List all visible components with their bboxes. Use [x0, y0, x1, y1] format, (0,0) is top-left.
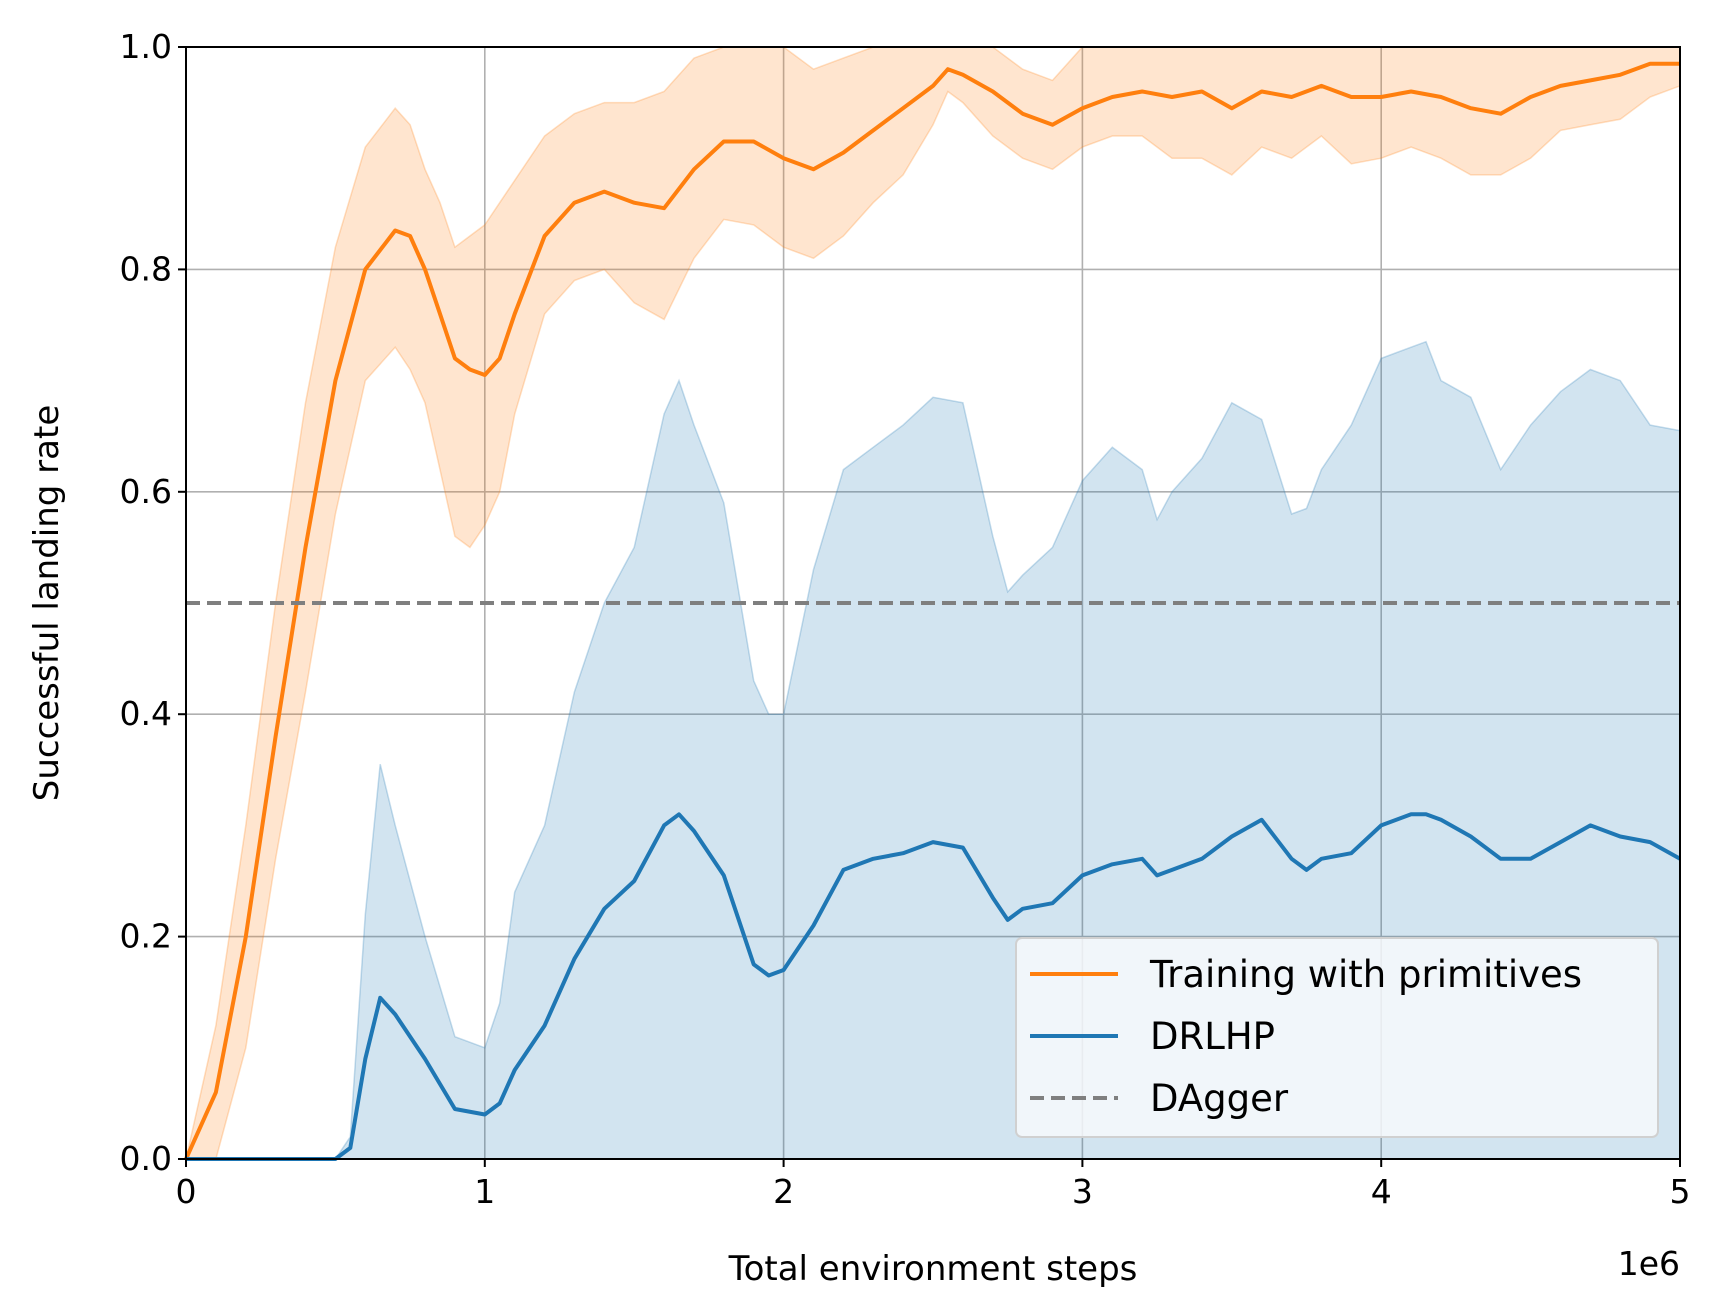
- x-axis-label: Total environment steps: [728, 1249, 1138, 1289]
- x-tick-label-0: 0: [176, 1172, 197, 1211]
- legend-label-drlhp: DRLHP: [1150, 1015, 1275, 1058]
- y-tick-label-4: 0.8: [120, 249, 172, 288]
- drlhp-line: [186, 812, 1681, 1161]
- legend-label-dagger: DAgger: [1150, 1077, 1289, 1120]
- x-tick-label-2: 2: [773, 1172, 794, 1211]
- x-tick-label-1: 1: [474, 1172, 495, 1211]
- tick-layer: 0 1 2 3 4 5 0.0 0.2 0.4 0.6 0.8 1.0: [120, 27, 1691, 1211]
- training-with-primitives-line: [184, 61, 1680, 1160]
- x-tick-label-5: 5: [1670, 1172, 1691, 1211]
- legend: Training with primitives DRLHP DAgger: [1015, 937, 1659, 1138]
- legend-box: [1015, 937, 1659, 1138]
- x-tick-label-3: 3: [1072, 1172, 1093, 1211]
- y-axis-label: Successful landing rate: [27, 405, 67, 802]
- y-tick-label-5: 1.0: [120, 27, 172, 66]
- x-offset-label: 1e6: [1618, 1244, 1680, 1283]
- y-tick-label-3: 0.6: [120, 472, 172, 511]
- series-lines: [184, 61, 1681, 1161]
- legend-label-training: Training with primitives: [1149, 953, 1582, 996]
- plot-frame: [185, 46, 1681, 1160]
- x-tick-label-4: 4: [1371, 1172, 1392, 1211]
- y-tick-label-2: 0.4: [120, 694, 172, 733]
- y-tick-label-0: 0.0: [120, 1139, 172, 1178]
- y-tick-label-1: 0.2: [120, 917, 172, 956]
